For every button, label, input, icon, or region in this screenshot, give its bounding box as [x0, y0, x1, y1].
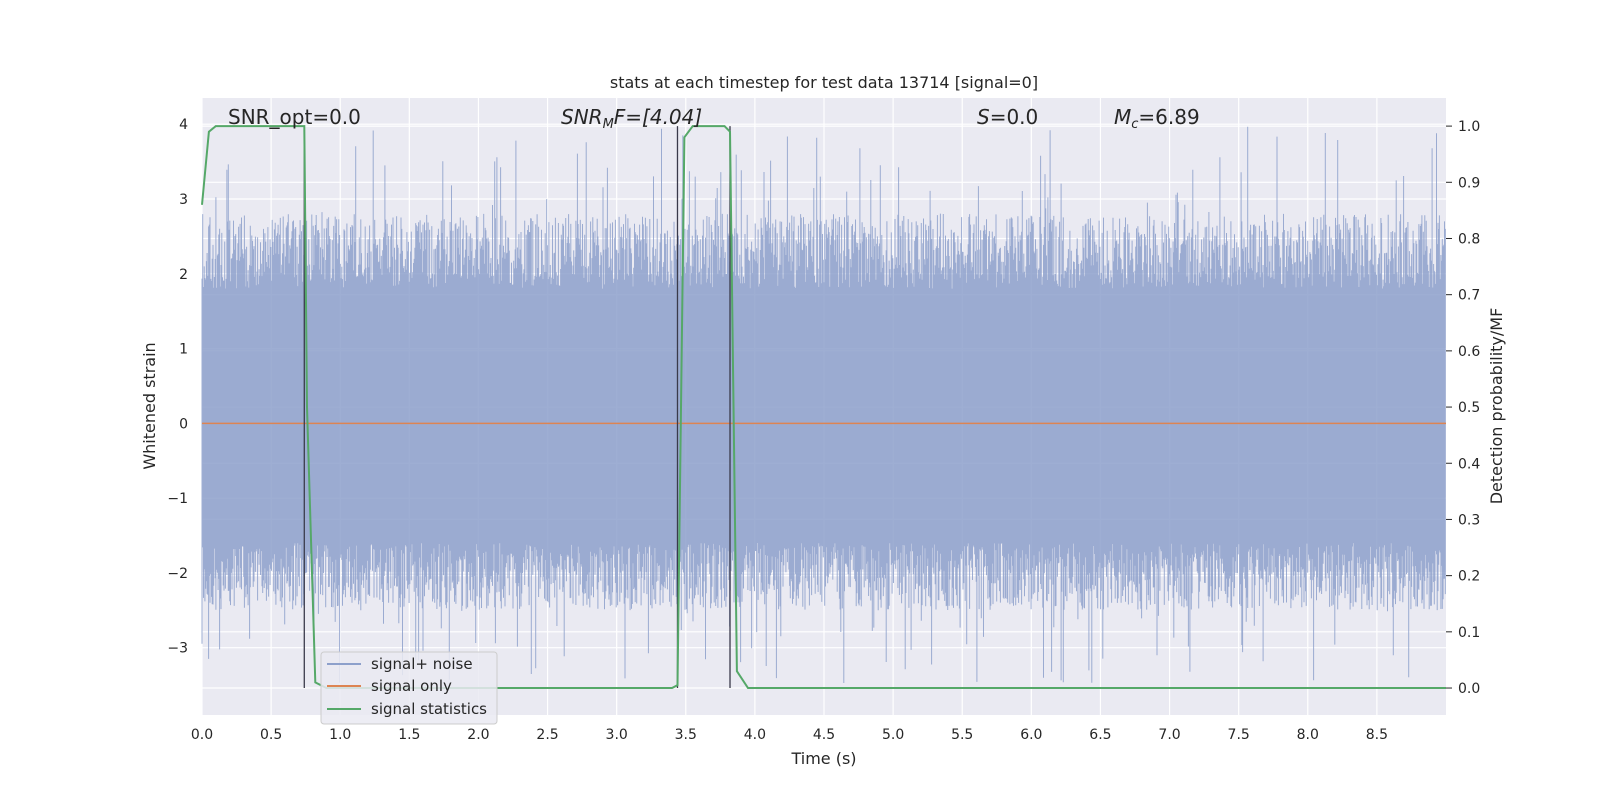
legend-box: [320, 651, 498, 725]
legend-label-noise: signal+ noise: [371, 655, 473, 673]
y-left-tick-label: 2: [179, 267, 188, 283]
legend-label-statistics: signal statistics: [371, 700, 487, 718]
mc-sub: c: [1131, 117, 1138, 132]
x-tick-label: 3.5: [675, 727, 697, 743]
x-axis-label: Time (s): [790, 749, 856, 768]
y-right-tick-label: 1.0: [1458, 119, 1480, 135]
s-tail: =0.0: [990, 105, 1039, 129]
x-tick-label: 8.5: [1366, 727, 1388, 743]
x-tick-label: 4.0: [744, 727, 766, 743]
snr-mf-main: SNR: [561, 105, 603, 129]
signal-statistics-series: [201, 125, 1446, 689]
annotation-snr-opt: SNR_opt=0.0: [228, 105, 361, 129]
annotation-mc: Mc=6.89: [1114, 105, 1200, 132]
mc-tail: =6.89: [1138, 105, 1199, 129]
y-left-tick-label: 0: [179, 416, 188, 432]
y-axis-label-right: Detection probability/MF: [1487, 308, 1506, 505]
y-right-tick-label: 0.9: [1458, 175, 1480, 191]
y-left-tick-label: 4: [179, 117, 188, 133]
y-right-tick-label: 0.6: [1458, 344, 1480, 360]
y-right-tick-label: 0.1: [1458, 625, 1480, 641]
x-tick-label: 7.5: [1228, 727, 1250, 743]
y-left-tick-label: −3: [167, 641, 188, 657]
y-right-tick-label: 0.8: [1458, 231, 1480, 247]
y-ticks-left: −3 −2 −1 0 1 2 3 4: [167, 117, 188, 657]
x-tick-label: 0.0: [191, 727, 213, 743]
y-left-tick-label: 1: [179, 342, 188, 358]
y-right-tick-label: 0.2: [1458, 569, 1480, 585]
legend: signal+ noise signal only signal statist…: [320, 651, 498, 725]
y-right-tick-label: 0.7: [1458, 288, 1480, 304]
x-tick-label: 8.0: [1297, 727, 1319, 743]
x-tick-label: 2.5: [536, 727, 558, 743]
x-tick-label: 3.0: [606, 727, 628, 743]
x-tick-label: 1.0: [329, 727, 351, 743]
chart-title: stats at each timestep for test data 137…: [610, 73, 1038, 92]
x-tick-label: 1.5: [398, 727, 420, 743]
snr-mf-sub: M: [603, 117, 614, 132]
annotation-snr-mf: SNRMF=[4.04]: [561, 105, 702, 132]
x-tick-label: 4.5: [813, 727, 835, 743]
x-tick-label: 6.0: [1020, 727, 1042, 743]
y-right-tick-label: 0.4: [1458, 456, 1480, 472]
y-left-tick-label: −2: [167, 566, 188, 582]
s-main: S: [977, 105, 990, 129]
noise-trace: [201, 126, 1446, 683]
y-left-tick-label: −1: [167, 491, 188, 507]
x-tick-label: 2.0: [467, 727, 489, 743]
x-tick-label: 5.0: [882, 727, 904, 743]
y-right-tick-label: 0.5: [1458, 400, 1480, 416]
x-tick-label: 5.5: [951, 727, 973, 743]
mc-main: M: [1114, 105, 1131, 129]
signal-statistics-line: [201, 125, 1446, 689]
y-axis-label-left: Whitened strain: [140, 342, 159, 469]
noise-series: [201, 126, 1446, 683]
y-right-tick-label: 0.0: [1458, 681, 1480, 697]
y-ticks-right: 0.0 0.1 0.2 0.3 0.4 0.5 0.6 0.7 0.8 0.9 1.0: [1446, 119, 1480, 697]
annotation-s: S=0.0: [977, 105, 1038, 129]
legend-label-signal-only: signal only: [371, 677, 452, 695]
x-ticks: 0.0 0.5 1.0 1.5 2.0 2.5 3.0 3.5 4.0 4.5 5.0 5.5 6.0 6…: [191, 727, 1388, 743]
y-right-tick-label: 0.3: [1458, 512, 1480, 528]
x-tick-label: 6.5: [1089, 727, 1111, 743]
x-tick-label: 0.5: [260, 727, 282, 743]
y-left-tick-label: 3: [179, 192, 188, 208]
x-tick-label: 7.0: [1158, 727, 1180, 743]
snr-mf-tail: F=[4.04]: [614, 105, 702, 129]
